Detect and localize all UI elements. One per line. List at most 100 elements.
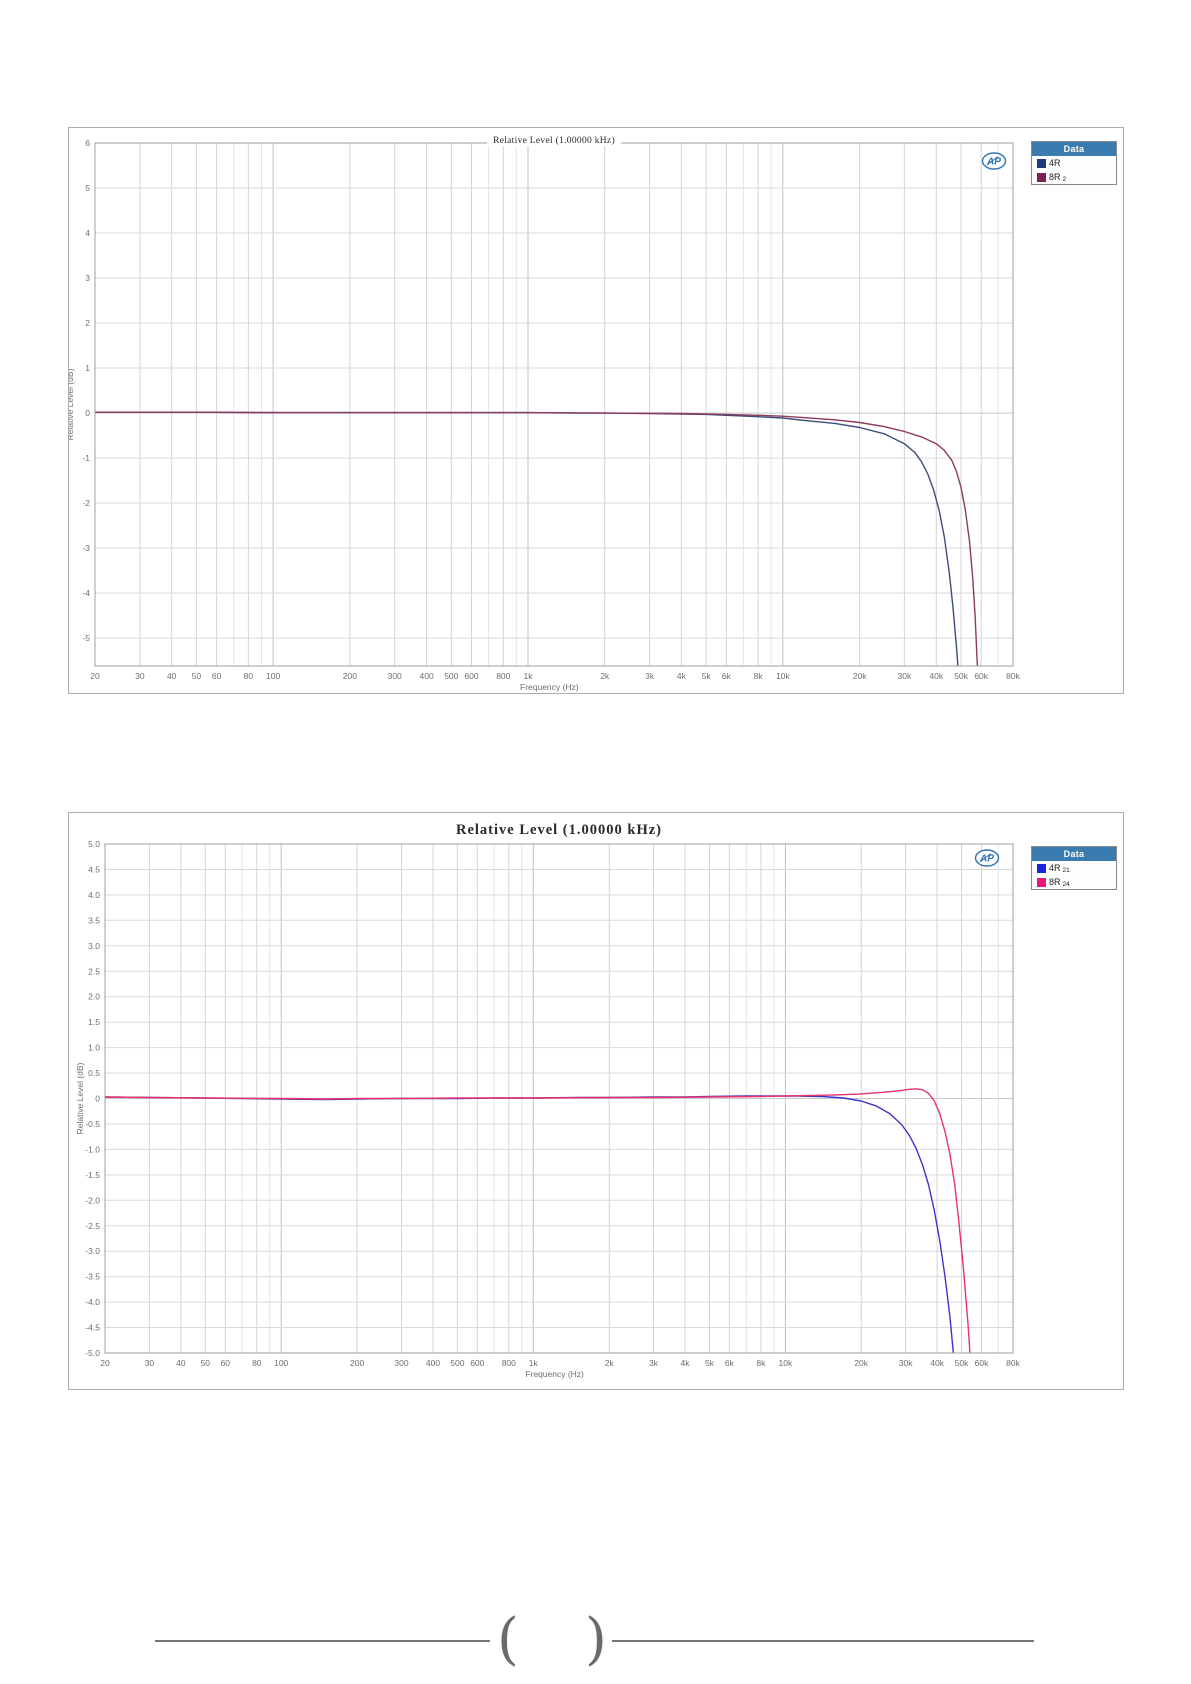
series-lines (105, 1088, 971, 1353)
x-tick-label: 200 (350, 1358, 364, 1368)
x-tick-label: 10k (776, 671, 790, 681)
x-tick-label: 600 (464, 671, 478, 681)
y-tick-label: 1.0 (88, 1043, 100, 1053)
x-tick-label: 100 (274, 1358, 288, 1368)
x-tick-label: 2k (600, 671, 610, 681)
x-tick-label: 4k (677, 671, 687, 681)
legend-item: 8R 24 (1032, 875, 1116, 889)
x-tick-label: 50 (201, 1358, 211, 1368)
legend-item: 8R 2 (1032, 170, 1116, 184)
x-tick-label: 5k (705, 1358, 715, 1368)
x-tick-label: 40k (930, 1358, 944, 1368)
legend-item: 4R (1032, 156, 1116, 170)
y-tick-label: 4 (85, 228, 90, 238)
x-tick-label: 20k (853, 671, 867, 681)
x-tick-label: 500 (444, 671, 458, 681)
bottom-chart-plot: 20 30 40 50 60 80 100 200 300 400 500 600 800 1k 2k 3k 4… (75, 839, 1021, 1379)
x-tick-label: 5k (702, 671, 712, 681)
plot-border (94, 142, 1014, 667)
x-tick-label: 60k (974, 671, 988, 681)
axis-labels: 20 30 40 50 60 80 100 200 300 400 500 600 800 1k 2k 3k 4… (69, 138, 1021, 692)
x-tick-label: 1k (524, 671, 534, 681)
y-tick-label: 2.5 (88, 966, 100, 976)
x-tick-label: 8k (754, 671, 764, 681)
legend-header: Data (1032, 142, 1116, 156)
series-8R-24 (105, 1088, 971, 1353)
axis-labels: 20 30 40 50 60 80 100 200 300 400 500 600 800 1k 2k 3k 4… (75, 839, 1021, 1379)
y-tick-label: 5 (85, 183, 90, 193)
legend-label: 4R (1049, 863, 1061, 873)
x-tick-label: 10k (779, 1358, 793, 1368)
y-tick-label: 6 (85, 138, 90, 148)
x-tick-label: 200 (343, 671, 357, 681)
x-tick-label: 50k (955, 1358, 969, 1368)
legend-swatch (1037, 863, 1046, 873)
y-tick-label: -2.0 (85, 1195, 100, 1205)
footer-bracket-left: ( (497, 1607, 519, 1672)
y-tick-label: -3.5 (85, 1272, 100, 1282)
y-tick-label: 3.5 (88, 915, 100, 925)
legend: Data 4R 21 8R 24 (1031, 846, 1117, 890)
y-tick-label: -2 (82, 498, 90, 508)
chart-panel-bottom: 20 30 40 50 60 80 100 200 300 400 500 600 800 1k 2k 3k 4… (68, 812, 1124, 1390)
x-tick-label: 60k (975, 1358, 989, 1368)
y-tick-label: -4.5 (85, 1323, 100, 1333)
x-tick-label: 40 (176, 1358, 186, 1368)
y-tick-label: 0.5 (88, 1068, 100, 1078)
footer-line-right (612, 1640, 1034, 1642)
x-tick-label: 30 (135, 671, 145, 681)
legend-label: 4R (1049, 158, 1061, 168)
x-tick-label: 20 (100, 1358, 110, 1368)
legend-label: 8R (1049, 172, 1061, 182)
legend-label: 8R (1049, 877, 1061, 887)
series-4R-21 (105, 1095, 955, 1353)
x-tick-label: 1k (529, 1358, 539, 1368)
y-tick-label: -2.5 (85, 1221, 100, 1231)
y-tick-label: -4 (82, 588, 90, 598)
y-tick-label: -3 (82, 543, 90, 553)
x-tick-label: 80 (244, 671, 254, 681)
y-tick-label: 2 (85, 318, 90, 328)
x-tick-label: 40k (929, 671, 943, 681)
x-tick-label: 3k (645, 671, 655, 681)
y-tick-label: -3.0 (85, 1246, 100, 1256)
y-tick-label: 2.0 (88, 992, 100, 1002)
y-tick-label: 1 (85, 363, 90, 373)
grid-lines (94, 142, 1014, 666)
svg-text:AP: AP (986, 157, 1001, 168)
legend-header: Data (1032, 847, 1116, 861)
y-tick-label: 3.0 (88, 941, 100, 951)
x-tick-label: 8k (756, 1358, 766, 1368)
x-tick-label: 60 (221, 1358, 231, 1368)
series-8R-2 (95, 411, 979, 666)
series-lines (95, 411, 979, 666)
svg-text:AP: AP (979, 854, 994, 865)
y-tick-label: -1.0 (85, 1144, 100, 1154)
legend: Data 4R 8R 2 (1031, 141, 1117, 185)
legend-label-subscript: 21 (1062, 866, 1070, 874)
x-tick-label: 4k (681, 1358, 691, 1368)
series-4R (95, 411, 959, 666)
x-tick-label: 400 (426, 1358, 440, 1368)
x-tick-label: 50k (954, 671, 968, 681)
x-tick-label: 6k (722, 671, 732, 681)
x-tick-label: 50 (192, 671, 202, 681)
y-tick-label: -4.0 (85, 1297, 100, 1307)
x-tick-label: 40 (167, 671, 177, 681)
footer-line-left (155, 1640, 490, 1642)
x-axis-title: Frequency (Hz) (520, 682, 579, 692)
y-tick-label: -1 (82, 453, 90, 463)
x-tick-label: 80k (1006, 1358, 1020, 1368)
x-tick-label: 20 (90, 671, 100, 681)
footer-bracket-right: ) (585, 1607, 607, 1672)
y-tick-label: 4.0 (88, 890, 100, 900)
legend-swatch (1037, 158, 1046, 168)
legend-swatch (1037, 172, 1046, 182)
x-tick-label: 300 (388, 671, 402, 681)
x-tick-label: 800 (496, 671, 510, 681)
x-tick-label: 80 (252, 1358, 262, 1368)
x-tick-label: 60 (212, 671, 222, 681)
y-tick-label: 0 (85, 408, 90, 418)
y-tick-label: -5.0 (85, 1348, 100, 1358)
